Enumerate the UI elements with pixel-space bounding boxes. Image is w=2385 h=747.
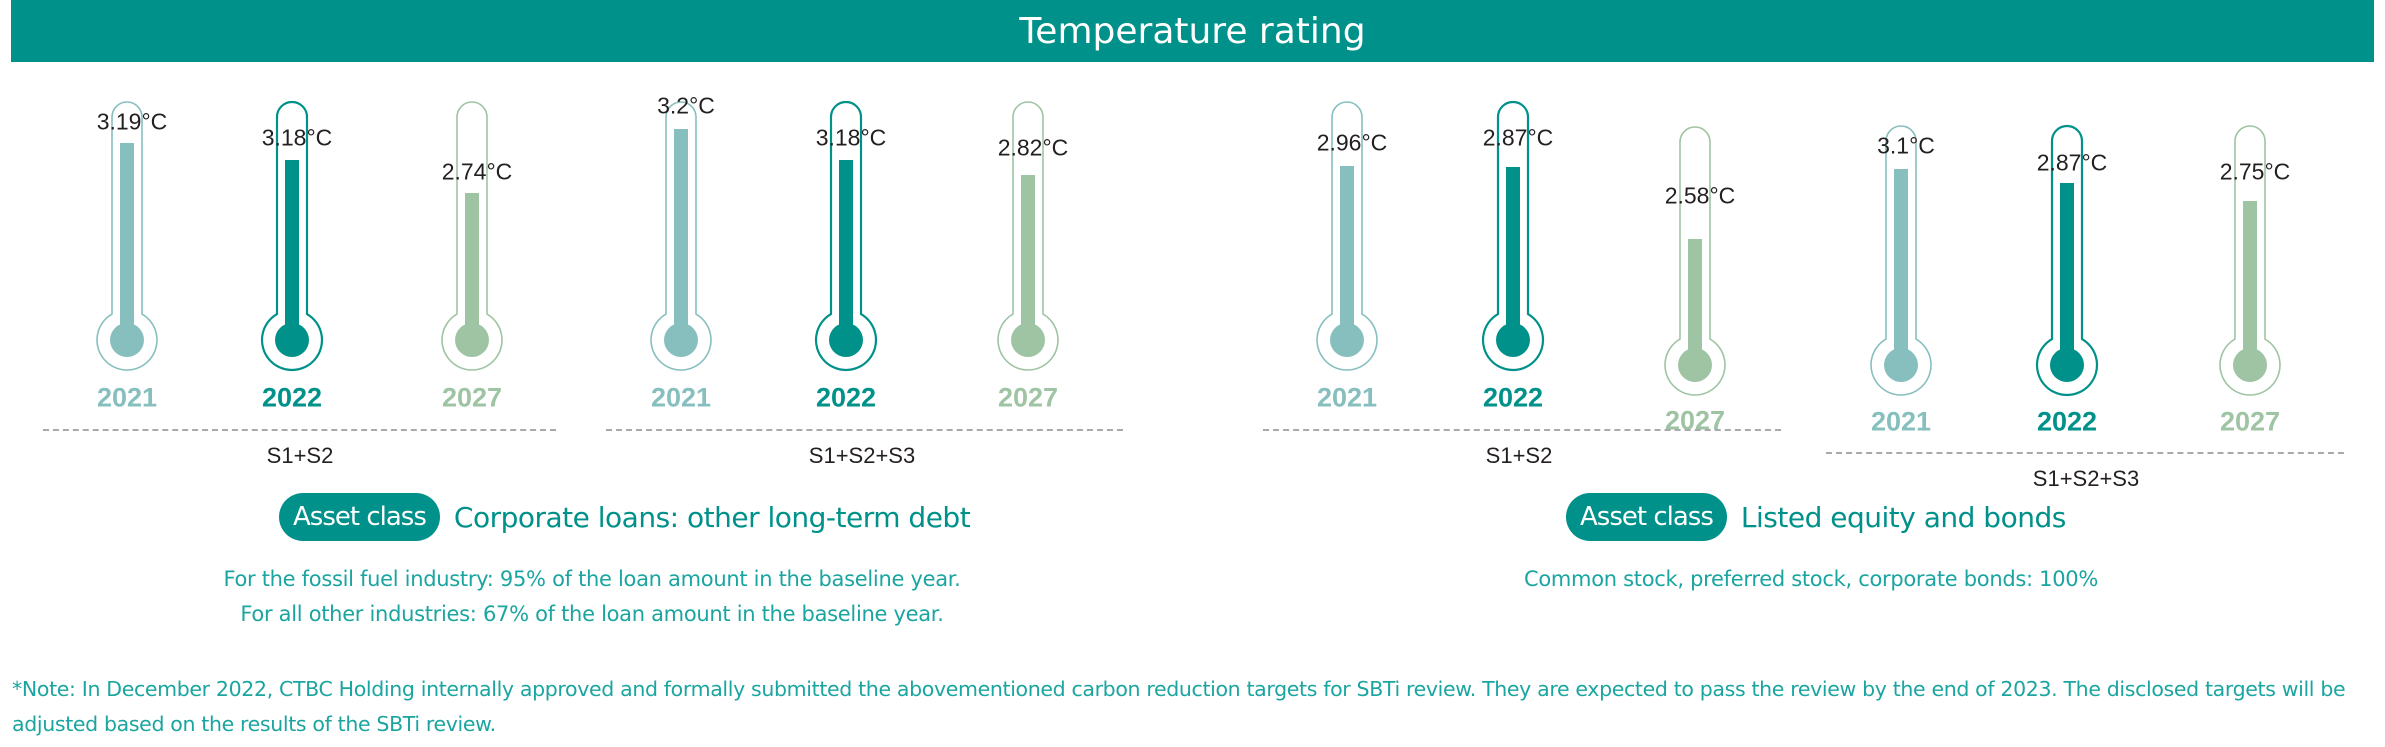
temperature-value-label: 2.96°C xyxy=(1316,129,1388,156)
description-line: For the fossil fuel industry: 95% of the… xyxy=(223,567,961,591)
footnote: *Note: In December 2022, CTBC Holding in… xyxy=(12,677,2346,736)
thermometer-fill-bar xyxy=(2243,201,2257,365)
thermometer-icon xyxy=(2219,125,2281,396)
thermometer-fill-bar xyxy=(1506,167,1520,340)
temperature-value-label: 2.82°C xyxy=(997,134,1069,161)
temperature-value-label: 3.19°C xyxy=(96,108,168,135)
asset-class-description-equity: Common stock, preferred stock, corporate… xyxy=(1524,562,2098,597)
description-line: Common stock, preferred stock, corporate… xyxy=(1523,567,2099,591)
asset-class-pill: Asset class xyxy=(1566,493,1727,541)
thermometer-icon xyxy=(1664,126,1726,396)
scope-label: S1+S2+S3 xyxy=(808,443,916,468)
thermometer-fill-bar xyxy=(120,143,134,340)
thermometer-fill-bar xyxy=(674,129,688,340)
temperature-value-label: 3.18°C xyxy=(815,124,887,151)
thermometer-fill-bar xyxy=(839,160,853,340)
thermometer-bulb xyxy=(1678,348,1712,382)
scope-label: S1+S2 xyxy=(266,443,334,468)
thermometer-icon xyxy=(650,101,712,371)
year-label: 2021 xyxy=(1316,382,1378,413)
thermometer-fill-bar xyxy=(285,160,299,340)
thermometer-icon xyxy=(96,101,158,371)
thermometer-bulb xyxy=(110,323,144,357)
year-label: 2027 xyxy=(441,382,503,413)
temperature-value-label: 2.87°C xyxy=(2036,149,2108,176)
year-label: 2021 xyxy=(96,382,158,413)
temperature-value-label: 2.75°C xyxy=(2219,158,2291,185)
thermometer-icon xyxy=(441,101,503,371)
asset-class-description-loans: For the fossil fuel industry: 95% of the… xyxy=(223,562,960,632)
year-label: 2022 xyxy=(1482,382,1544,413)
scope-label: S1+S2+S3 xyxy=(2032,466,2140,491)
year-label: 2022 xyxy=(261,382,323,413)
year-label: 2027 xyxy=(2219,406,2281,437)
thermometer-icon xyxy=(1870,125,1932,396)
year-label: 2022 xyxy=(2036,406,2098,437)
year-label: 2027 xyxy=(997,382,1059,413)
description-line: For all other industries: 67% of the loa… xyxy=(240,602,944,626)
thermometer-icon xyxy=(1481,100,1545,372)
thermometer-bulb xyxy=(1496,323,1530,357)
thermometer-bulb xyxy=(275,323,309,357)
group-divider xyxy=(1826,452,2344,454)
thermometer-icon xyxy=(260,100,324,372)
thermometer-fill-bar xyxy=(1021,175,1035,340)
temperature-value-label: 3.2°C xyxy=(657,92,715,119)
temperature-value-label: 3.1°C xyxy=(1877,132,1935,159)
thermometer-fill-bar xyxy=(1688,239,1702,365)
thermometer-fill-bar xyxy=(1894,169,1908,365)
thermometer-bulb xyxy=(664,323,698,357)
group-divider xyxy=(1263,429,1781,431)
thermometer-bulb xyxy=(1011,323,1045,357)
thermometer-fill-bar xyxy=(1340,166,1354,340)
thermometer-icon xyxy=(2035,124,2099,397)
year-label: 2027 xyxy=(1664,405,1726,436)
thermometer-bulb xyxy=(2233,348,2267,382)
asset-class-name: Listed equity and bonds xyxy=(1740,500,2066,534)
year-label: 2022 xyxy=(815,382,877,413)
title-banner: Temperature rating xyxy=(11,0,2374,62)
temperature-value-label: 2.58°C xyxy=(1664,182,1736,209)
thermometer-icon xyxy=(997,101,1059,371)
group-divider xyxy=(606,429,1123,431)
scope-label: S1+S2 xyxy=(1485,443,1553,468)
thermometer-bulb xyxy=(829,323,863,357)
temperature-value-label: 2.87°C xyxy=(1482,124,1554,151)
year-label: 2021 xyxy=(1870,406,1932,437)
chart-title: Temperature rating xyxy=(1019,10,1366,52)
asset-class-name: Corporate loans: other long-term debt xyxy=(453,500,971,534)
year-label: 2021 xyxy=(650,382,712,413)
thermometer-bulb xyxy=(1884,348,1918,382)
thermometer-icon xyxy=(814,100,878,372)
thermometer-icon xyxy=(1316,101,1378,371)
thermometer-bulb xyxy=(1330,323,1364,357)
asset-class-row-loans: Asset class Corporate loans: other long-… xyxy=(279,493,971,541)
asset-class-row-equity: Asset class Listed equity and bonds xyxy=(1566,493,2066,541)
group-divider xyxy=(43,429,556,431)
thermometer-bulb xyxy=(455,323,489,357)
asset-class-pill: Asset class xyxy=(279,493,440,541)
thermometer-fill-bar xyxy=(2060,183,2074,365)
temperature-value-label: 2.74°C xyxy=(441,158,513,185)
temperature-value-label: 3.18°C xyxy=(261,124,333,151)
thermometer-bulb xyxy=(2050,348,2084,382)
thermometer-fill-bar xyxy=(465,193,479,340)
